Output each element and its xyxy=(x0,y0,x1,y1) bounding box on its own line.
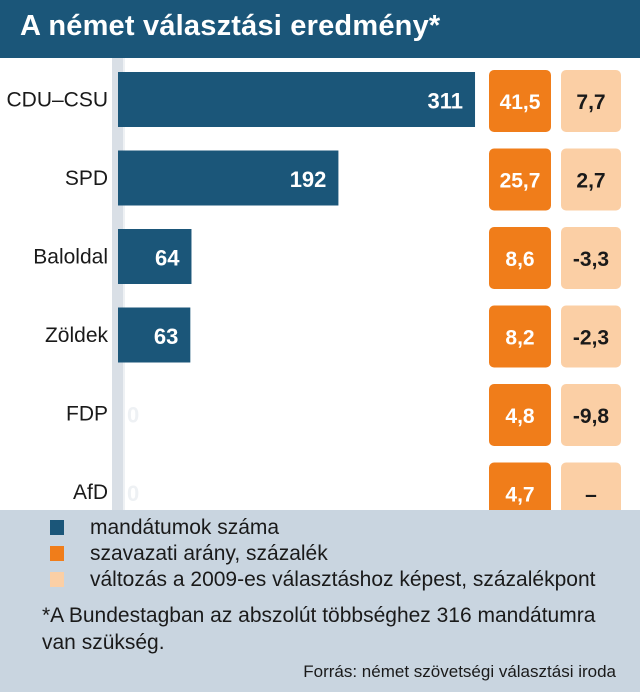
seat-bar xyxy=(118,229,192,284)
category-label: SPD xyxy=(65,167,108,190)
seat-bar xyxy=(118,307,191,363)
seat-value-label: 63 xyxy=(154,324,178,349)
footnote: *A Bundestagban az abszolút többséghez 3… xyxy=(42,604,596,654)
seat-bar xyxy=(118,72,476,127)
vote-share-label: 4,7 xyxy=(505,484,534,507)
change-box xyxy=(561,305,621,368)
chart-panel: CDU–CSU 311 41,5 7,7 SPD 192 25,7 2,7 Baloldal 64… xyxy=(0,58,640,510)
legend-label-seats: mandátumok száma xyxy=(90,516,280,539)
category-label: FDP xyxy=(66,403,108,426)
chart-svg: CDU–CSU 311 41,5 7,7 SPD 192 25,7 2,7 Baloldal 64… xyxy=(6,58,621,510)
seat-value-label: 64 xyxy=(155,246,180,271)
category-label: CDU–CSU xyxy=(6,89,108,112)
source-note: Forrás: német szövetségi választási irod… xyxy=(303,662,616,681)
legend-swatch-seats xyxy=(50,520,64,535)
change-label: 2,7 xyxy=(576,170,605,193)
vote-share-label: 4,8 xyxy=(505,405,535,428)
seat-value-label: 311 xyxy=(428,89,464,114)
change-label: – xyxy=(585,484,597,507)
change-box xyxy=(561,227,621,289)
seat-value-label: 0 xyxy=(127,403,139,428)
seat-value-label: 0 xyxy=(127,481,139,506)
category-label: Zöldek xyxy=(45,324,109,347)
seat-bar xyxy=(118,150,339,206)
vote-share-label: 8,2 xyxy=(505,327,534,350)
change-label: 7,7 xyxy=(576,91,605,114)
chart-title: A német választási eredmény* xyxy=(20,10,441,42)
change-box xyxy=(561,462,621,510)
change-label: -2,3 xyxy=(573,327,609,350)
change-label: -9,8 xyxy=(573,405,610,428)
seat-value-label: 192 xyxy=(290,167,327,192)
vote-share-box xyxy=(489,70,551,132)
vote-share-label: 25,7 xyxy=(500,170,541,193)
vote-share-box xyxy=(489,227,551,289)
change-box xyxy=(561,148,621,211)
legend-swatch-change xyxy=(50,572,64,587)
vote-share-box xyxy=(489,462,551,510)
category-label: AfD xyxy=(73,481,108,504)
legend-area: mandátumok száma szavazati arány, százal… xyxy=(0,510,640,692)
change-label: -3,3 xyxy=(573,248,609,271)
title-bar: A német választási eredmény* xyxy=(0,0,640,58)
legend-swatch-vote-share xyxy=(50,546,64,561)
vote-share-box xyxy=(489,305,551,368)
legend-label-change: változás a 2009-es választáshoz képest, … xyxy=(90,568,596,591)
legend-label-vote-share: szavazati arány, százalék xyxy=(90,542,328,565)
vote-share-label: 41,5 xyxy=(500,91,541,114)
vote-share-label: 8,6 xyxy=(505,248,534,271)
change-box xyxy=(561,384,621,446)
vote-share-box xyxy=(489,148,551,211)
vote-share-box xyxy=(489,384,551,446)
change-box xyxy=(561,70,621,132)
category-label: Baloldal xyxy=(33,246,108,269)
